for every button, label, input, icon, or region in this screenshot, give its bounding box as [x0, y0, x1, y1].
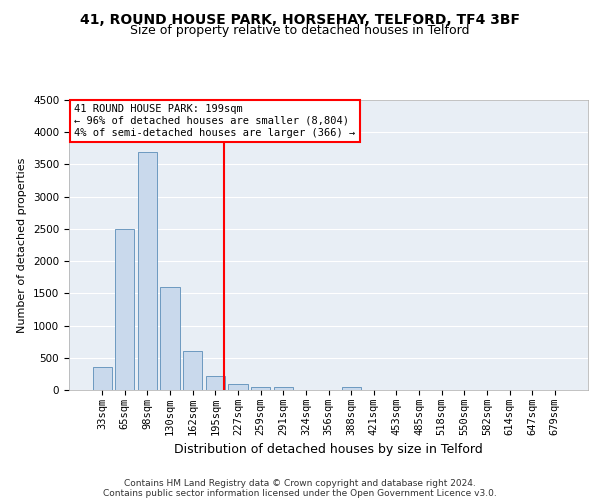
Bar: [274, 388, 293, 390]
Bar: [251, 387, 270, 390]
Y-axis label: Number of detached properties: Number of detached properties: [17, 158, 28, 332]
Bar: [138, 152, 157, 390]
Bar: [183, 352, 202, 390]
Text: Size of property relative to detached houses in Telford: Size of property relative to detached ho…: [130, 24, 470, 37]
Text: Contains public sector information licensed under the Open Government Licence v3: Contains public sector information licen…: [103, 488, 497, 498]
Bar: [341, 387, 361, 390]
Bar: [115, 229, 134, 390]
Bar: [160, 287, 180, 390]
Text: 41 ROUND HOUSE PARK: 199sqm
← 96% of detached houses are smaller (8,804)
4% of s: 41 ROUND HOUSE PARK: 199sqm ← 96% of det…: [74, 104, 355, 138]
Bar: [206, 376, 225, 390]
Text: Contains HM Land Registry data © Crown copyright and database right 2024.: Contains HM Land Registry data © Crown c…: [124, 478, 476, 488]
Bar: [92, 368, 112, 390]
X-axis label: Distribution of detached houses by size in Telford: Distribution of detached houses by size …: [174, 444, 483, 456]
Bar: [229, 384, 248, 390]
Text: 41, ROUND HOUSE PARK, HORSEHAY, TELFORD, TF4 3BF: 41, ROUND HOUSE PARK, HORSEHAY, TELFORD,…: [80, 12, 520, 26]
